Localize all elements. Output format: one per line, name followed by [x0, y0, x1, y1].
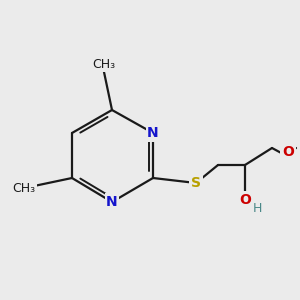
- Text: N: N: [106, 195, 118, 209]
- Text: S: S: [191, 176, 201, 190]
- Text: CH₃: CH₃: [12, 182, 36, 194]
- Text: O: O: [239, 193, 251, 207]
- Text: CH₃: CH₃: [92, 58, 116, 70]
- Text: O: O: [282, 145, 294, 159]
- Text: N: N: [147, 126, 159, 140]
- Text: H: H: [252, 202, 262, 214]
